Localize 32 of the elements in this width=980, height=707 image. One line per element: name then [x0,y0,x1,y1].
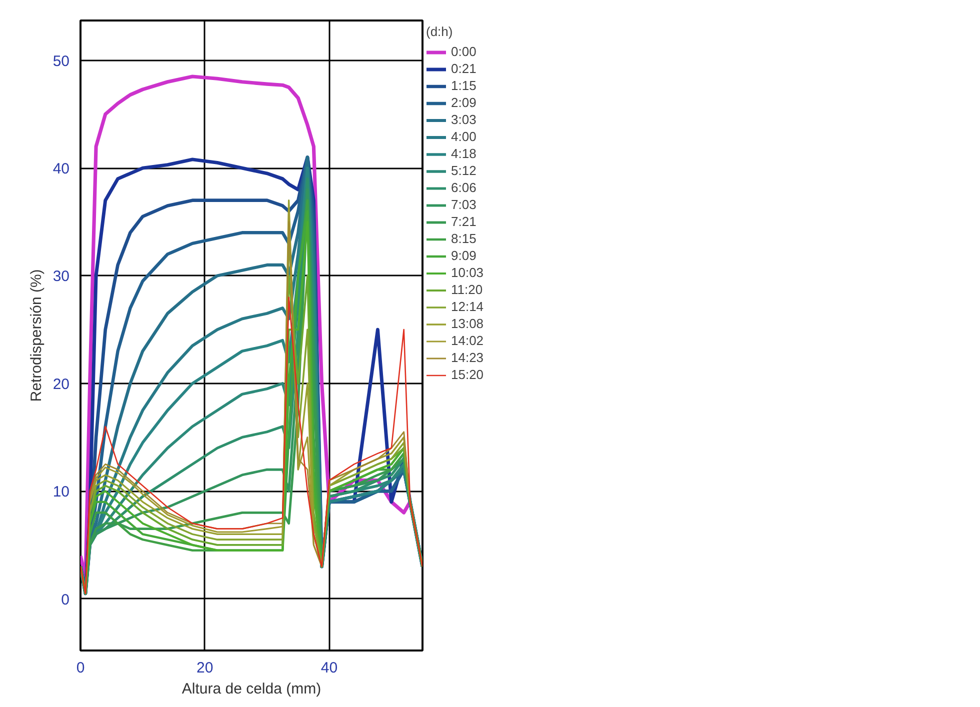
legend-label: 6:06 [451,180,478,195]
legend-label: 10:03 [451,265,485,280]
x-tick-label: 40 [320,660,338,676]
y-tick-label: 30 [52,268,70,286]
y-tick-label: 10 [52,484,70,501]
legend-label: 0:00 [451,44,478,59]
legend-label: 5:12 [451,163,478,178]
y-tick-label: 50 [52,52,70,70]
legend-label: 4:18 [451,146,478,161]
legend-label: 13:08 [451,316,485,331]
legend-label: 15:20 [451,367,485,382]
legend-label: 7:21 [451,214,478,229]
legend-label: 8:15 [451,231,478,246]
legend-label: 1:15 [451,78,478,93]
legend-label: 7:03 [451,197,478,212]
x-axis-title: Altura de celda (mm) [182,680,322,698]
legend-label: 0:21 [451,61,478,76]
legend-label: 14:23 [451,350,485,365]
legend-label: 12:14 [451,299,485,314]
y-tick-label: 0 [61,591,70,608]
legend-label: 2:09 [451,95,478,110]
legend-label: 3:03 [451,112,478,127]
x-tick-label: 0 [76,660,85,676]
x-tick-label: 20 [196,660,214,676]
legend-title: (d:h) [426,24,454,39]
legend-label: 11:20 [451,282,484,297]
legend-label: 4:00 [451,129,478,144]
legend-label: 14:02 [451,333,485,348]
y-tick-label: 40 [52,160,70,178]
legend-label: 9:09 [451,248,478,263]
y-tick-label: 20 [52,376,70,393]
y-axis-title: Retrodispersión (%) [28,269,45,402]
